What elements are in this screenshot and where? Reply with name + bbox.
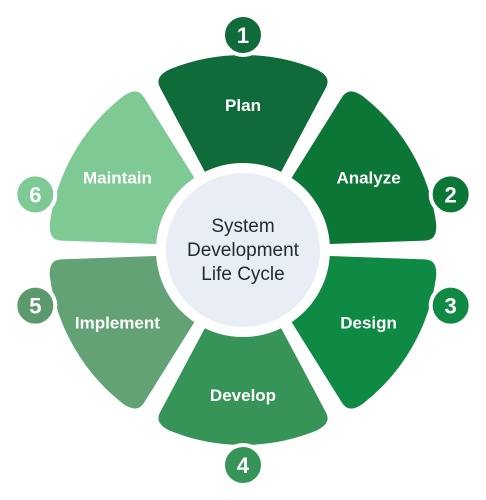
- step-badge-circle: [221, 13, 265, 57]
- center-title-line-1: System: [211, 216, 274, 237]
- center-title-line-3: Life Cycle: [201, 264, 284, 285]
- step-badge-2: 2: [428, 172, 473, 217]
- step-badge-3: 3: [428, 283, 473, 328]
- step-badge-circle: [428, 172, 473, 217]
- step-badge-number: 5: [29, 294, 41, 319]
- step-badge-circle: [13, 283, 58, 328]
- step-badge-4: 4: [221, 443, 265, 487]
- step-badge-1: 1: [221, 13, 265, 57]
- step-badge-5: 5: [13, 283, 58, 328]
- step-badge-number: 1: [237, 23, 249, 48]
- petal-label-plan: Plan: [225, 96, 261, 115]
- petal-label-maintain: Maintain: [83, 169, 152, 188]
- badges-layer: 1 2 3 4 5 6: [13, 13, 473, 487]
- step-badge-number: 6: [29, 182, 41, 207]
- petal-label-implement: Implement: [75, 314, 160, 333]
- step-badge-circle: [221, 443, 265, 487]
- step-badge-number: 3: [445, 294, 457, 319]
- petal-label-analyze: Analyze: [336, 169, 400, 188]
- center-disc: [166, 173, 320, 327]
- center-hub: System Development Life Cycle: [157, 164, 329, 336]
- petal-label-design: Design: [340, 314, 397, 333]
- step-badge-number: 2: [445, 182, 457, 207]
- center-title-line-2: Development: [187, 240, 300, 261]
- step-badge-number: 4: [237, 453, 250, 478]
- step-badge-6: 6: [13, 172, 58, 217]
- step-badge-circle: [428, 283, 473, 328]
- step-badge-circle: [13, 172, 58, 217]
- petal-label-develop: Develop: [210, 386, 276, 405]
